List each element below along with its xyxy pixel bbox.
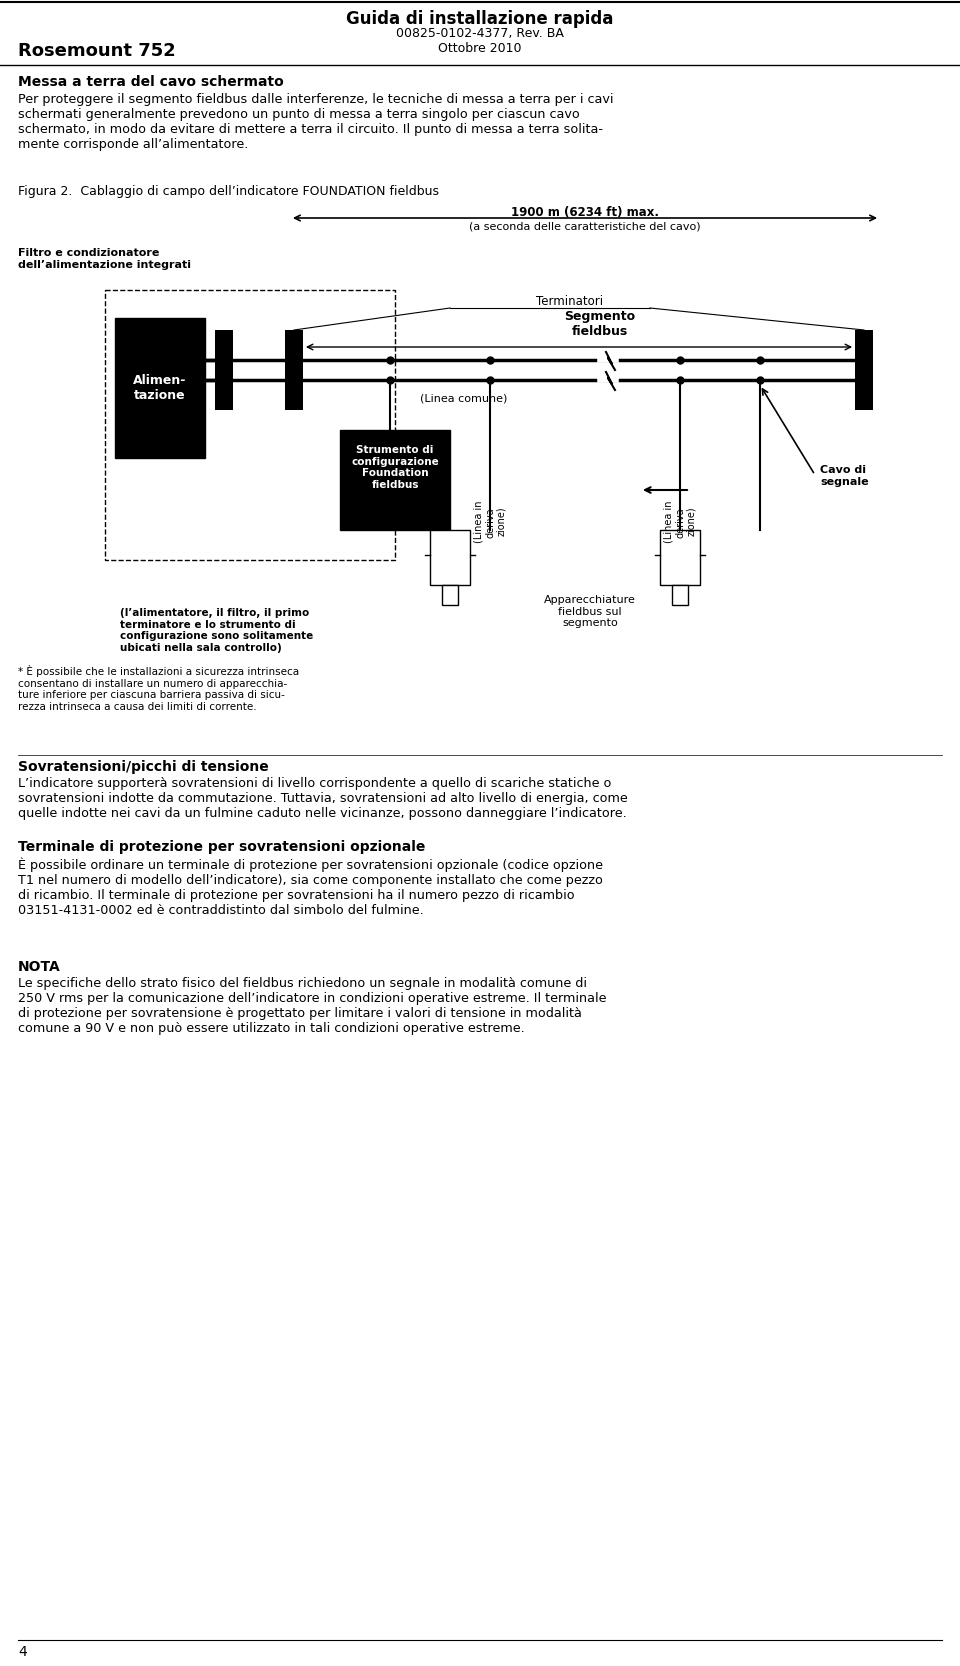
Text: Cavo di
segnale: Cavo di segnale	[820, 465, 869, 486]
Text: Apparecchiature
fieldbus sul
segmento: Apparecchiature fieldbus sul segmento	[544, 595, 636, 628]
Bar	[672, 585, 688, 605]
Bar	[430, 530, 470, 585]
Bar	[285, 330, 303, 410]
Text: Figura 2.  Cablaggio di campo dell’indicatore FOUNDATION fieldbus: Figura 2. Cablaggio di campo dell’indica…	[18, 185, 439, 198]
Bar	[215, 330, 233, 410]
Text: 1900 m (6234 ft) max.: 1900 m (6234 ft) max.	[511, 207, 659, 218]
Text: NOTA: NOTA	[18, 960, 60, 975]
Bar	[115, 318, 205, 458]
Bar	[442, 585, 458, 605]
Text: È possibile ordinare un terminale di protezione per sovratensioni opzionale (cod: È possibile ordinare un terminale di pro…	[18, 856, 603, 916]
Text: Alimen-
tazione: Alimen- tazione	[133, 373, 186, 402]
Text: Terminale di protezione per sovratensioni opzionale: Terminale di protezione per sovratension…	[18, 840, 425, 855]
Bar	[855, 330, 873, 410]
Bar	[660, 530, 700, 585]
Text: (a seconda delle caratteristiche del cavo): (a seconda delle caratteristiche del cav…	[469, 222, 701, 232]
Text: Guida di installazione rapida: Guida di installazione rapida	[347, 10, 613, 28]
Text: 00825-0102-4377, Rev. BA: 00825-0102-4377, Rev. BA	[396, 27, 564, 40]
Text: Rosemount 752: Rosemount 752	[18, 42, 176, 60]
Text: (l’alimentatore, il filtro, il primo
terminatore e lo strumento di
configurazion: (l’alimentatore, il filtro, il primo ter…	[120, 608, 313, 653]
Bar	[105, 290, 395, 560]
Text: Per proteggere il segmento fieldbus dalle interferenze, le tecniche di messa a t: Per proteggere il segmento fieldbus dall…	[18, 93, 613, 152]
Text: Sovratensioni/picchi di tensione: Sovratensioni/picchi di tensione	[18, 760, 269, 775]
Text: Terminatori: Terminatori	[537, 295, 604, 308]
Text: * È possibile che le installazioni a sicurezza intrinseca
consentano di installa: * È possibile che le installazioni a sic…	[18, 665, 300, 711]
Text: Le specifiche dello strato fisico del fieldbus richiedono un segnale in modalità: Le specifiche dello strato fisico del fi…	[18, 976, 607, 1035]
Text: Ottobre 2010: Ottobre 2010	[439, 42, 521, 55]
Text: Filtro e condizionatore
dell’alimentazione integrati: Filtro e condizionatore dell’alimentazio…	[18, 248, 191, 270]
Bar	[340, 430, 450, 530]
Text: (Linea comune): (Linea comune)	[420, 393, 508, 403]
Text: (Linea in
deriva-
zione): (Linea in deriva- zione)	[663, 500, 697, 543]
Text: Messa a terra del cavo schermato: Messa a terra del cavo schermato	[18, 75, 284, 88]
Text: (Linea in
deriva-
zione): (Linea in deriva- zione)	[473, 500, 507, 543]
Text: L’indicatore supporterà sovratensioni di livello corrispondente a quello di scar: L’indicatore supporterà sovratensioni di…	[18, 776, 628, 820]
Text: Segmento
fieldbus: Segmento fieldbus	[564, 310, 636, 338]
Text: 4: 4	[18, 1644, 27, 1659]
Text: Strumento di
configurazione
Foundation
fieldbus: Strumento di configurazione Foundation f…	[351, 445, 439, 490]
